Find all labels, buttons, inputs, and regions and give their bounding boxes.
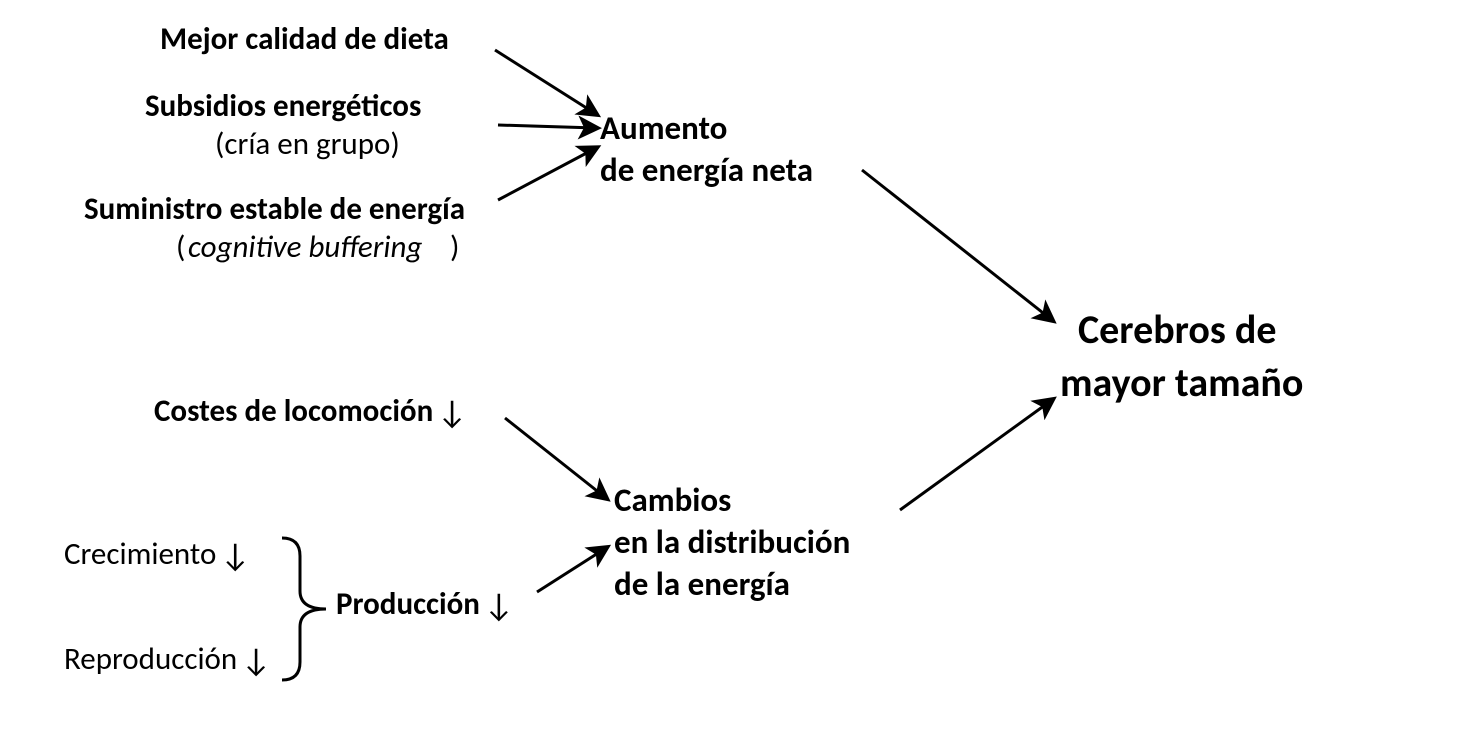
node-diet: Mejor calidad de dieta bbox=[160, 20, 449, 59]
node-cambios_l3: de la energía bbox=[614, 564, 790, 605]
edge-arrow bbox=[862, 170, 1052, 320]
down-arrow-icon: ↓ bbox=[484, 585, 514, 626]
node-supply_sub_paren_open: ( bbox=[176, 228, 185, 267]
node-supply_sub_italic: cognitive buffering bbox=[188, 228, 422, 267]
edge-arrow bbox=[495, 50, 596, 114]
edge-arrow bbox=[505, 418, 606, 498]
node-subs_title: Subsidios energéticos bbox=[145, 87, 421, 126]
down-arrow-icon: ↓ bbox=[437, 392, 467, 433]
edge-arrow bbox=[537, 548, 606, 592]
node-crec: Crecimiento bbox=[64, 535, 216, 574]
node-repr: Reproducción bbox=[64, 640, 237, 679]
node-prod: Producción bbox=[336, 585, 480, 624]
node-aumento_l1: Aumento bbox=[600, 108, 727, 149]
node-aumento_l2: de energía neta bbox=[600, 150, 813, 191]
edge-arrow bbox=[900, 400, 1052, 510]
edge-arrow bbox=[498, 148, 596, 200]
node-cambios_l2: en la distribución bbox=[614, 522, 850, 563]
node-subs_sub: (cría en grupo) bbox=[215, 125, 400, 164]
node-supply_title: Suministro estable de energía bbox=[84, 190, 465, 229]
diagram-canvas: Mejor calidad de dieta Subsidios energéti… bbox=[0, 0, 1476, 745]
node-supply_sub_paren_close: ) bbox=[450, 228, 459, 267]
node-cerebros_l2: mayor tamaño bbox=[1060, 358, 1303, 408]
edge-arrow bbox=[498, 125, 596, 128]
brace-icon bbox=[282, 538, 326, 680]
node-cerebros_l1: Cerebros de bbox=[1078, 305, 1277, 355]
down-arrow-icon: ↓ bbox=[220, 535, 250, 576]
node-cambios_l1: Cambios bbox=[614, 480, 731, 521]
node-loco: Costes de locomoción bbox=[154, 392, 433, 431]
down-arrow-icon: ↓ bbox=[241, 640, 271, 681]
